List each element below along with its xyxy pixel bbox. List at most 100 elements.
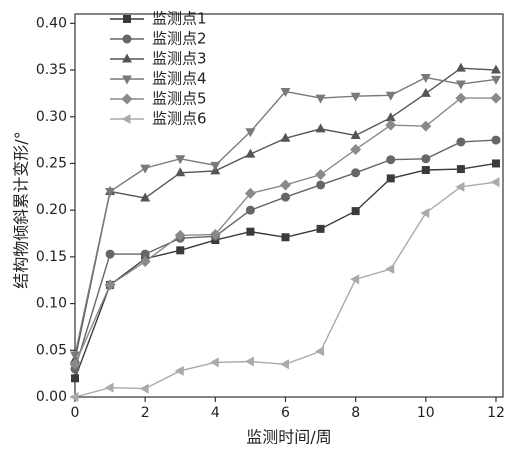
data-point xyxy=(175,167,186,177)
data-point xyxy=(420,87,431,97)
data-point xyxy=(244,356,254,367)
legend-marker xyxy=(123,15,131,23)
data-point xyxy=(176,246,185,255)
x-axis-label: 监测时间/周 xyxy=(246,428,331,447)
series-line xyxy=(74,67,497,360)
data-point xyxy=(385,119,397,131)
legend-marker xyxy=(122,34,132,44)
data-point xyxy=(174,229,186,241)
x-tick-label: 0 xyxy=(71,405,80,421)
data-point xyxy=(315,346,325,357)
data-point xyxy=(175,155,186,165)
y-tick-label: 0.25 xyxy=(36,155,67,171)
data-point xyxy=(69,358,81,370)
y-tick-label: 0.30 xyxy=(36,109,67,125)
data-point xyxy=(490,75,501,85)
data-point xyxy=(420,74,431,84)
data-point xyxy=(350,129,361,139)
legend-label: 监测点2 xyxy=(152,30,207,48)
data-point xyxy=(209,357,219,368)
data-point xyxy=(280,88,291,98)
legend-label: 监测点4 xyxy=(152,70,207,88)
data-point xyxy=(246,227,255,236)
data-point xyxy=(279,359,289,370)
y-tick-label: 0.40 xyxy=(36,15,67,31)
data-point xyxy=(491,135,501,145)
data-point xyxy=(386,174,395,183)
data-point xyxy=(385,264,395,275)
data-point xyxy=(455,181,465,192)
legend-label: 监测点3 xyxy=(152,50,207,68)
data-point xyxy=(351,168,361,178)
data-point xyxy=(315,94,326,104)
data-point xyxy=(280,132,291,142)
data-point xyxy=(456,137,466,147)
data-point xyxy=(491,159,500,168)
data-point xyxy=(174,365,184,376)
data-point xyxy=(140,249,150,259)
legend-marker xyxy=(121,114,131,124)
data-point xyxy=(386,155,396,165)
x-tick-label: 6 xyxy=(281,405,290,421)
data-point xyxy=(490,92,502,104)
data-point xyxy=(490,177,500,188)
data-point xyxy=(315,169,327,181)
legend-marker xyxy=(122,75,132,85)
data-point xyxy=(350,143,362,155)
data-point xyxy=(351,207,360,216)
y-tick-label: 0.00 xyxy=(36,389,67,405)
data-point xyxy=(315,123,326,133)
x-tick-label: 8 xyxy=(351,405,360,421)
data-point xyxy=(421,154,431,164)
data-point xyxy=(385,112,396,122)
x-tick-label: 10 xyxy=(417,405,435,421)
data-point xyxy=(316,224,325,233)
data-point xyxy=(385,91,396,101)
legend-marker xyxy=(122,53,132,63)
data-point xyxy=(281,233,290,242)
series-line xyxy=(74,139,497,370)
data-point xyxy=(245,148,256,158)
data-point xyxy=(455,92,467,104)
data-point xyxy=(420,207,430,218)
x-tick-label: 2 xyxy=(141,405,150,421)
data-point xyxy=(105,187,116,197)
data-point xyxy=(245,205,255,215)
data-point xyxy=(104,279,116,291)
y-tick-label: 0.20 xyxy=(36,202,67,218)
y-axis-label: 结构物倾斜累计变形/° xyxy=(12,131,31,288)
data-point xyxy=(455,80,466,90)
data-point xyxy=(490,64,501,74)
data-point xyxy=(279,179,291,191)
x-tick-label: 12 xyxy=(487,405,505,421)
data-point xyxy=(71,374,79,383)
data-point xyxy=(209,228,221,240)
plot-frame xyxy=(74,13,504,398)
data-point xyxy=(70,351,80,361)
data-point xyxy=(69,392,79,402)
data-point xyxy=(350,274,360,285)
data-point xyxy=(280,192,290,202)
legend-label: 监测点5 xyxy=(152,90,207,108)
data-point xyxy=(105,249,115,259)
data-point xyxy=(455,62,466,72)
data-point xyxy=(245,128,256,138)
data-point xyxy=(456,165,465,174)
y-tick-label: 0.05 xyxy=(36,342,67,358)
y-tick-label: 0.15 xyxy=(36,249,67,265)
y-tick-label: 0.35 xyxy=(36,62,67,78)
y-tick-label: 0.10 xyxy=(36,296,67,312)
data-point xyxy=(104,382,114,393)
data-point xyxy=(139,256,151,268)
data-point xyxy=(316,180,326,190)
data-point xyxy=(140,164,151,174)
data-point xyxy=(139,383,149,394)
data-point xyxy=(421,166,430,175)
legend-label: 监测点1 xyxy=(152,10,207,28)
x-tick-label: 4 xyxy=(211,405,220,421)
legend-label: 监测点6 xyxy=(152,110,207,128)
data-point xyxy=(210,161,221,171)
data-point xyxy=(244,187,256,199)
